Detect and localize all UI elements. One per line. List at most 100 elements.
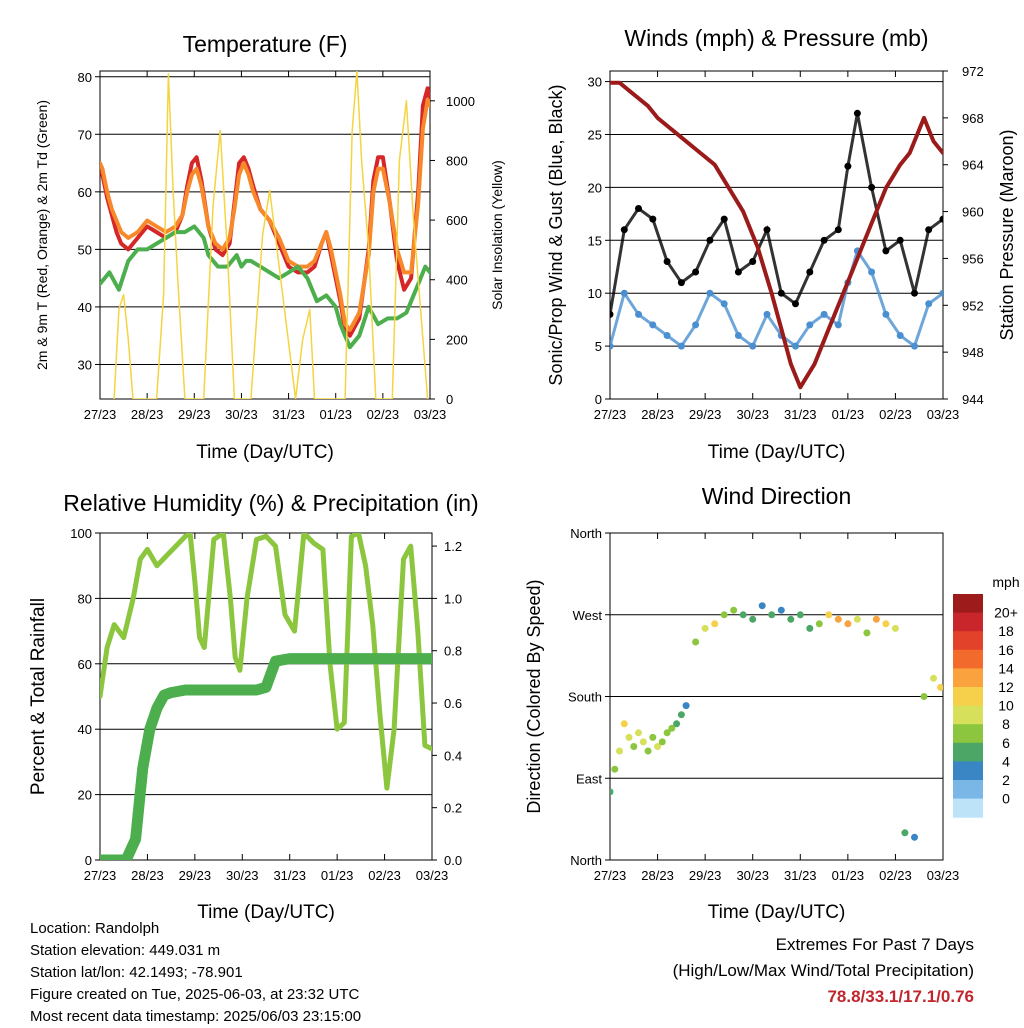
y2-tick-label: 948 — [962, 345, 984, 360]
y-axis-label: Sonic/Prop Wind & Gust (Blue, Black) — [546, 84, 566, 385]
x-tick-label: 28/23 — [641, 868, 674, 883]
y-tick-label: 25 — [588, 127, 602, 142]
data-point — [610, 788, 614, 796]
x-tick-label: 29/23 — [179, 868, 212, 883]
x-tick-label: 01/23 — [319, 407, 352, 422]
x-axis-label: Time (Day/UTC) — [196, 442, 334, 463]
y2-tick-label: 968 — [962, 111, 984, 126]
data-point — [654, 743, 662, 750]
y2-tick-label: 0.4 — [444, 748, 462, 763]
colorbar-cell — [953, 612, 983, 632]
y2-tick-label: 960 — [962, 205, 984, 220]
y-tick-label: North — [570, 526, 602, 541]
data-point — [853, 615, 861, 623]
x-tick-label: 28/23 — [131, 868, 164, 883]
series-line-2 — [100, 224, 430, 350]
y-tick-label: 0 — [85, 853, 92, 868]
y-tick-label: 20 — [588, 180, 602, 195]
data-point — [711, 620, 719, 628]
colorbar-cell — [953, 742, 983, 762]
y-tick-label: 80 — [78, 591, 92, 606]
data-point — [682, 702, 690, 710]
plot-frame — [99, 70, 431, 400]
data-point — [825, 611, 833, 619]
y2-tick-label: 964 — [962, 158, 984, 173]
panel-title: Temperature (F) — [183, 31, 348, 57]
data-point — [806, 624, 814, 632]
y2-tick-label: 0.2 — [444, 801, 462, 816]
y2-tick-label: 1.0 — [444, 591, 462, 606]
panel-title: Winds (mph) & Pressure (mb) — [624, 25, 928, 51]
x-tick-label: 28/23 — [641, 407, 674, 422]
panel-4: Wind DirectionNorthEastSouthWestNorth27/… — [524, 483, 1020, 923]
colorbar-label: 14 — [998, 660, 1014, 676]
data-point — [720, 611, 728, 619]
data-point — [872, 615, 880, 623]
y-tick-label: West — [573, 608, 603, 623]
extremes-block: Extremes For Past 7 Days (High/Low/Max W… — [673, 932, 974, 1010]
data-point — [937, 683, 943, 691]
y-tick-label: 60 — [78, 657, 92, 672]
x-tick-label: 31/23 — [784, 868, 817, 883]
x-tick-label: 01/23 — [832, 407, 865, 422]
x-axis-label: Time (Day/UTC) — [197, 902, 335, 923]
x-tick-label: 31/23 — [784, 407, 817, 422]
x-tick-label: 02/23 — [368, 868, 401, 883]
location-text: Location: Randolph — [30, 920, 160, 937]
x-tick-label: 30/23 — [226, 868, 259, 883]
plot-frame — [99, 532, 433, 861]
colorbar-label: 12 — [998, 679, 1014, 695]
x-tick-label: 02/23 — [879, 407, 912, 422]
data-point — [620, 720, 628, 728]
colorbar-cell — [953, 780, 983, 800]
y2-tick-label: 944 — [962, 392, 984, 407]
data-point — [673, 720, 681, 728]
y2-tick-label: 1.2 — [444, 539, 462, 554]
x-tick-label: 03/23 — [416, 868, 449, 883]
y2-tick-label: 0.6 — [444, 696, 462, 711]
y-axis-label: Direction (Colored By Speed) — [524, 579, 544, 813]
colorbar-label: 16 — [998, 642, 1014, 658]
y-tick-label: 60 — [78, 185, 92, 200]
data-point — [920, 693, 928, 700]
data-point — [901, 829, 909, 837]
x-tick-label: 29/23 — [178, 407, 211, 422]
y2-tick-label: 952 — [962, 298, 984, 313]
data-point — [701, 624, 709, 632]
x-tick-label: 03/23 — [414, 407, 447, 422]
x-tick-label: 28/23 — [131, 407, 164, 422]
y2-axis-label: Station Pressure (Maroon) — [997, 129, 1017, 340]
data-point — [739, 611, 747, 619]
colorbar-cell — [953, 798, 983, 818]
created-text: Figure created on Tue, 2025-06-03, at 23… — [30, 986, 360, 1003]
colorbar-cell — [953, 687, 983, 707]
y-tick-label: East — [576, 771, 602, 786]
y2-tick-label: 200 — [446, 332, 468, 347]
data-point — [663, 729, 671, 737]
data-point — [882, 620, 890, 628]
data-point — [677, 711, 685, 719]
x-tick-label: 01/23 — [832, 868, 865, 883]
data-point — [844, 620, 852, 628]
data-point — [692, 638, 700, 646]
plot-frame — [609, 70, 944, 400]
data-point — [777, 606, 785, 614]
series-line-1 — [610, 113, 943, 315]
y-tick-label: 20 — [78, 788, 92, 803]
colorbar-cell — [953, 594, 983, 614]
y2-axis-label: Solar Insolation (Yellow) — [489, 160, 505, 310]
colorbar-cell — [953, 724, 983, 744]
y-tick-label: 30 — [588, 75, 602, 90]
colorbar-label: 8 — [1002, 716, 1010, 732]
x-tick-label: 30/23 — [736, 407, 769, 422]
data-point — [730, 606, 738, 614]
colorbar-label: 20+ — [994, 605, 1018, 621]
series-line-1 — [100, 653, 432, 860]
data-point — [758, 602, 766, 610]
recent-text: Most recent data timestamp: 2025/06/03 2… — [30, 1008, 362, 1025]
data-point — [611, 765, 619, 773]
data-point — [749, 615, 757, 623]
data-point — [911, 833, 918, 841]
colorbar-title: mph — [992, 574, 1019, 590]
